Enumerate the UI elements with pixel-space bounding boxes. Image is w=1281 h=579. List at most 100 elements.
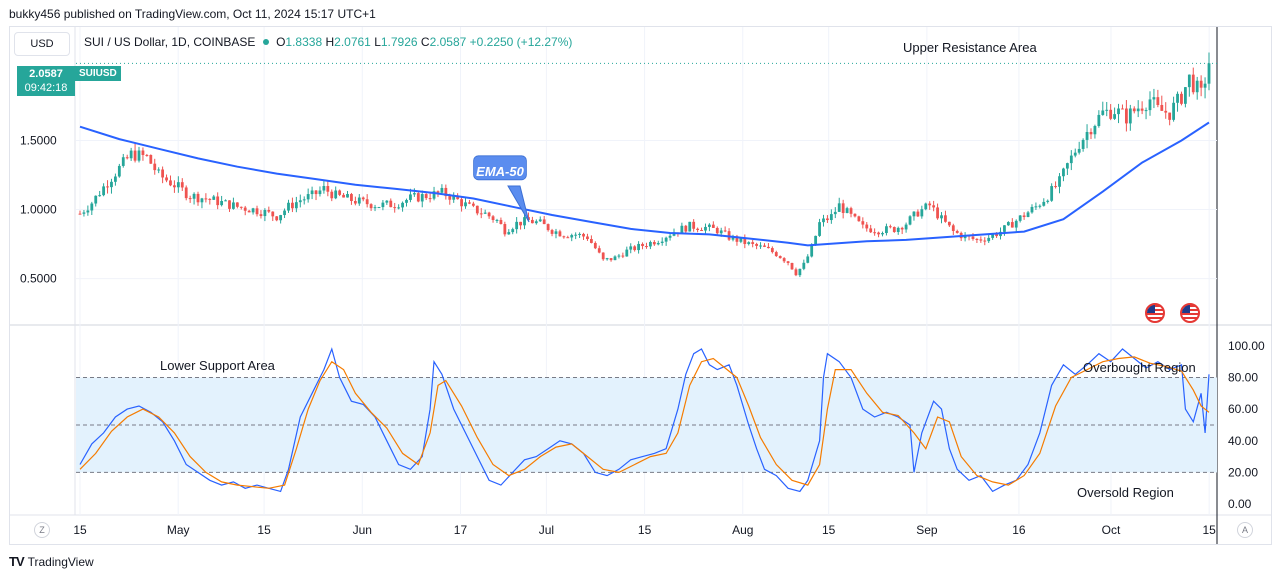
candle-body xyxy=(735,236,739,242)
candle-body xyxy=(963,235,967,239)
candle-body xyxy=(896,227,900,232)
candle-body xyxy=(534,221,538,224)
zoom-button[interactable]: Z xyxy=(34,522,50,538)
candle-body xyxy=(1121,108,1124,110)
ema-50-line xyxy=(79,121,1210,247)
candle-body xyxy=(519,221,522,226)
candle-body xyxy=(995,234,998,237)
candle-body xyxy=(837,203,841,212)
candle-body xyxy=(700,230,703,232)
candle-body xyxy=(786,261,790,263)
candle-body xyxy=(1136,108,1140,112)
candle-body xyxy=(904,224,908,230)
candle-body xyxy=(212,196,216,200)
candle-body xyxy=(826,218,829,221)
price-pane xyxy=(76,52,1217,278)
candle-body xyxy=(507,232,511,235)
candle-body xyxy=(428,198,432,200)
candle-body xyxy=(232,202,235,209)
candle-body xyxy=(802,262,806,269)
candle-body xyxy=(912,211,916,217)
live-dot-icon xyxy=(262,39,269,45)
candle-body xyxy=(857,216,861,222)
candle-body xyxy=(1077,148,1081,153)
low-label: L xyxy=(374,35,381,49)
candle-body xyxy=(822,218,825,223)
candle-body xyxy=(841,203,845,213)
candle-body xyxy=(1132,108,1136,112)
candle-body xyxy=(176,182,180,188)
time-tick-label: 15 xyxy=(1202,523,1216,537)
candle-body xyxy=(326,186,330,192)
candle-body xyxy=(774,252,778,257)
candle-body xyxy=(220,200,224,206)
candle-body xyxy=(1207,63,1211,84)
candle-body xyxy=(180,182,184,188)
candle-body xyxy=(121,157,125,166)
candle-body xyxy=(235,202,239,207)
candle-body xyxy=(1026,212,1030,217)
candle-body xyxy=(727,231,731,240)
change-value: +0.2250 (+12.27%) xyxy=(469,35,573,49)
candle-body xyxy=(365,199,369,205)
candle-body xyxy=(971,236,975,239)
candle-body xyxy=(471,203,475,206)
candle-body xyxy=(310,190,314,195)
ema-callout-label: EMA-50 xyxy=(476,163,524,179)
candle-body xyxy=(558,231,562,237)
ema-callout-pointer xyxy=(507,185,530,223)
candle-body xyxy=(711,224,715,228)
candle-body xyxy=(955,230,959,233)
time-axis: 15 May 15 Jun 17 Jul 15 Aug 15 Sep 16 Oct 15 xyxy=(73,523,1216,537)
candle-body xyxy=(593,242,597,249)
candle-body xyxy=(861,221,865,225)
candle-body xyxy=(570,235,574,238)
candle-body xyxy=(255,208,259,215)
candle-body xyxy=(1018,215,1022,221)
candle-body xyxy=(350,194,353,202)
candle-body xyxy=(951,225,955,231)
candle-body xyxy=(1144,110,1148,112)
candle-body xyxy=(582,233,585,237)
time-tick-label: Sep xyxy=(916,523,938,537)
candle-body xyxy=(1093,126,1097,135)
candle-body xyxy=(1046,200,1050,202)
high-value: 2.0761 xyxy=(334,35,371,49)
candle-body xyxy=(947,221,951,226)
candle-body xyxy=(420,194,424,202)
candle-body xyxy=(869,228,873,233)
candle-body xyxy=(818,222,821,236)
candle-body xyxy=(778,256,782,259)
candle-body xyxy=(361,197,365,200)
candle-body xyxy=(656,242,660,245)
candle-body xyxy=(334,190,338,199)
open-value: 1.8338 xyxy=(285,35,323,49)
candle-body xyxy=(688,221,692,232)
candle-body xyxy=(169,180,172,186)
currency-button[interactable]: USD xyxy=(14,32,70,56)
candle-body xyxy=(833,211,837,215)
candle-body xyxy=(1014,220,1018,228)
candle-body xyxy=(259,214,263,217)
candle-body xyxy=(605,258,609,260)
candle-body xyxy=(1172,102,1175,120)
candle-body xyxy=(224,200,227,202)
candle-body xyxy=(1187,74,1191,88)
tradingview-logo[interactable]: TV TradingView xyxy=(9,554,94,569)
candle-body xyxy=(330,191,334,199)
candle-body xyxy=(1085,131,1089,140)
time-tick-label: Jun xyxy=(353,523,372,537)
candle-body xyxy=(322,186,326,191)
candle-body xyxy=(849,208,853,214)
candle-body xyxy=(979,239,983,241)
stoch-k-line xyxy=(79,347,1210,493)
candle-body xyxy=(377,207,381,209)
auto-scale-button[interactable]: A xyxy=(1237,522,1253,538)
candle-body xyxy=(188,198,192,200)
us-flag-icon[interactable] xyxy=(1180,303,1200,323)
candle-body xyxy=(888,226,892,228)
stoch-tick-label: 20.00 xyxy=(1228,465,1258,479)
candle-body xyxy=(574,234,578,236)
us-flag-icon[interactable] xyxy=(1145,303,1165,323)
